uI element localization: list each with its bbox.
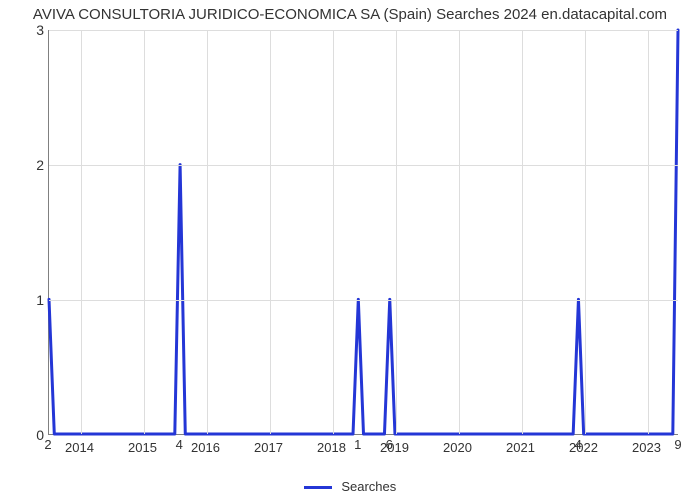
gridline-v: [333, 30, 334, 434]
point-label: 1: [354, 437, 361, 452]
gridline-v: [459, 30, 460, 434]
gridline-v: [207, 30, 208, 434]
x-tick-label: 2023: [632, 440, 661, 455]
x-tick-label: 2022: [569, 440, 598, 455]
chart-title: AVIVA CONSULTORIA JURIDICO-ECONOMICA SA …: [0, 6, 700, 23]
x-tick-label: 2019: [380, 440, 409, 455]
x-tick-label: 2020: [443, 440, 472, 455]
y-tick-label: 2: [4, 157, 44, 173]
point-label: 4: [575, 437, 582, 452]
point-label: 2: [44, 437, 51, 452]
chart-container: AVIVA CONSULTORIA JURIDICO-ECONOMICA SA …: [0, 0, 700, 500]
x-tick-label: 2016: [191, 440, 220, 455]
y-tick-label: 3: [4, 22, 44, 38]
x-tick-label: 2015: [128, 440, 157, 455]
legend-swatch: [304, 486, 332, 489]
gridline-v: [585, 30, 586, 434]
point-label: 4: [176, 437, 183, 452]
gridline-v: [522, 30, 523, 434]
x-tick-label: 2018: [317, 440, 346, 455]
legend: Searches: [0, 479, 700, 494]
legend-label: Searches: [341, 479, 396, 494]
x-tick-label: 2021: [506, 440, 535, 455]
gridline-v: [81, 30, 82, 434]
gridline-v: [648, 30, 649, 434]
plot-area: [48, 30, 678, 435]
x-tick-label: 2014: [65, 440, 94, 455]
y-tick-label: 0: [4, 427, 44, 443]
gridline-v: [270, 30, 271, 434]
x-tick-label: 2017: [254, 440, 283, 455]
point-label: 6: [386, 437, 393, 452]
point-label: 9: [674, 437, 681, 452]
gridline-v: [396, 30, 397, 434]
gridline-v: [144, 30, 145, 434]
y-tick-label: 1: [4, 292, 44, 308]
